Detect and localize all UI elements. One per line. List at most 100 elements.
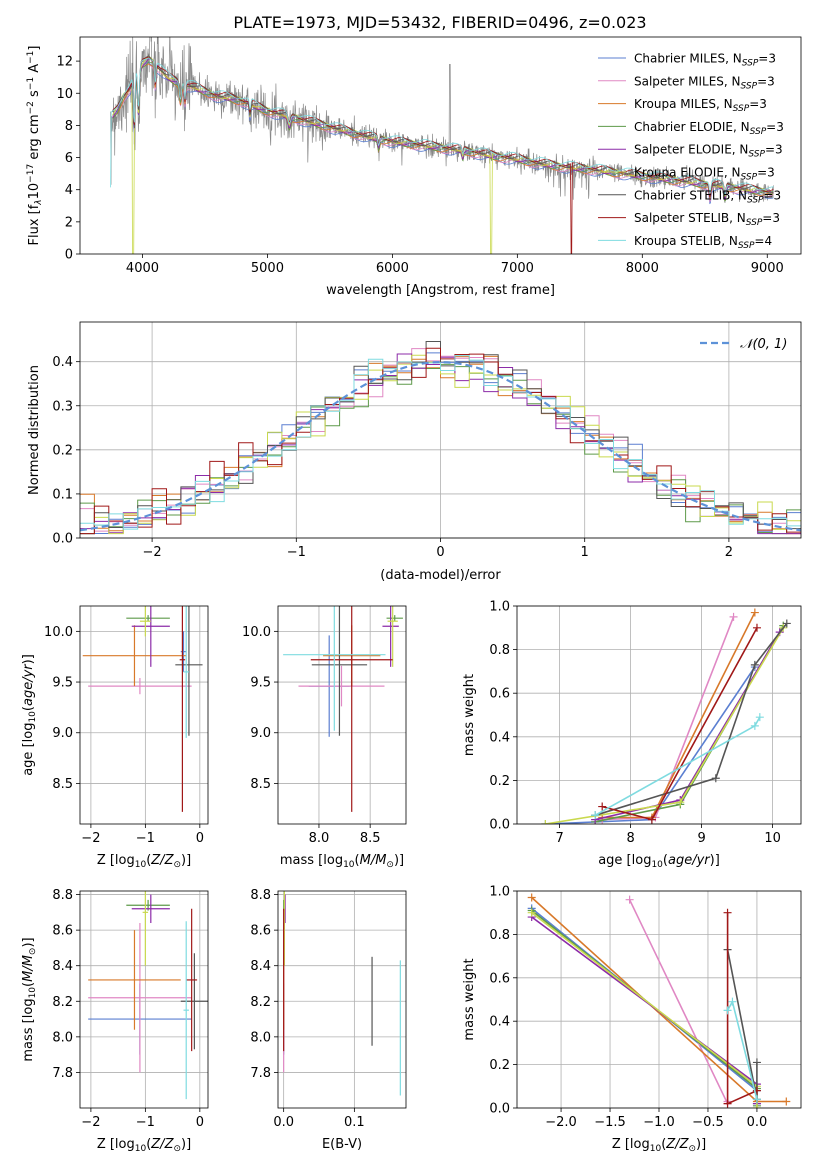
errorbar-salpeter-elodie [131,894,170,924]
mass_vs_Z-ylabel-part: )] [21,937,36,947]
age_vs_Z-xlabel-part: ( [146,853,151,868]
massweight_vs_age-xlabel-part: 10 [651,860,663,870]
age_vs_mass-ticks: 8.0 8.5 8.5 9.0 9.5 10.0 [242,625,380,846]
legend-label-kroupa-elodie-part: =3 [757,166,775,180]
legend-label-salpeter-stelib-part: Salpeter STELIB, N [634,211,746,225]
x-tick-label: −1 [136,1115,155,1130]
mass_vs_EBV-ticks: 0.0 0.1 7.8 8.0 8.2 8.4 8.6 8.8 [250,888,364,1130]
age_vs_Z-xlabel-part: ⊙ [173,860,181,870]
residuals-ticks: −2 −1 0 1 2 0.0 0.1 0.2 0.3 0.4 [52,355,733,560]
age_vs_mass-grid [278,606,406,824]
weight-marker-kroupa-stelib [591,811,600,820]
errorbar-salpeter-elodie [382,606,399,667]
y-tick-label: 4 [65,183,73,198]
x-tick-label: 0.0 [273,1115,294,1130]
y-tick-label: 8.4 [52,959,73,974]
legend-label-kroupa-stelib: Kroupa STELIB, NSSP=4 [634,234,772,251]
model-spectrum-kroupa-stelib [110,57,774,195]
y-tick-label: 7.8 [250,1066,271,1081]
weight-marker-chabrier-stelib [711,774,720,783]
x-tick-label: 8.0 [309,831,330,846]
legend-label-chabrier-miles-part: =3 [758,52,776,66]
weight-line-kroupa-stelib [726,999,758,1100]
y-tick-label: 0.3 [52,399,73,414]
age_vs_Z-ylabel-part: )] [21,654,36,664]
errorbar-salpeter-miles [88,923,192,1073]
weight-marker-kroupa-elodie [676,798,685,807]
residuals-xlabel: (data-model)/error [380,568,501,583]
weight-marker-kroupa-stelib [728,997,737,1006]
massweight_vs_Z-xlabel-part: Z [log [612,1137,650,1152]
mass_vs_Z-ylabel: mass [log10(M/M⊙)] [21,937,38,1061]
y-tick-label: 6 [65,151,73,166]
spectrum-ylabel-part: −1 [26,77,36,90]
x-tick-label: 7000 [501,261,534,276]
errorbar-chabrier-stelib [180,953,208,1050]
massweight_vs_age-plot [541,608,791,824]
legend-label-salpeter-elodie: Salpeter ELODIE, NSSP=3 [634,143,783,160]
errorbar-kroupa-elodie [139,606,151,637]
age_vs_mass-axes: 8.0 8.5 8.5 9.0 9.5 10.0 mass [log10(M/M⊙)] [242,605,407,870]
x-tick-label: 0 [196,831,204,846]
mass_vs_Z-ylabel-part: ⊙ [28,948,38,956]
age_vs_Z-plot [82,606,203,812]
weight-marker-kroupa-miles [782,1097,791,1106]
mass_vs_EBV-grid [278,891,406,1108]
weight-marker-kroupa-miles [750,608,759,617]
mass_vs_Z-xlabel-part: )] [181,1137,191,1152]
age_vs_mass-plot [283,606,403,812]
y-tick-label: 0.2 [489,1058,510,1073]
legend-label-salpeter-stelib-part: =3 [762,211,780,225]
age_vs_Z-frame [79,605,209,825]
x-tick-label: −1 [136,831,155,846]
y-tick-label: 8.0 [52,1030,73,1045]
errorbar-chabrier-stelib [311,606,368,736]
errorbar-salpeter-miles [88,677,192,695]
errorbar-salpeter-stelib [186,908,198,1052]
y-tick-label: 8.0 [250,1030,271,1045]
weight-marker-kroupa-stelib [723,1006,732,1015]
x-tick-label: 9 [697,831,705,846]
age_vs_Z-ylabel-part: ( [21,706,36,711]
y-tick-label: 8.6 [250,924,271,939]
y-tick-label: 0.4 [52,355,73,370]
errorbar-salpeter-stelib [310,606,393,812]
spectrum-ylabel-part: λ [34,199,44,205]
mass_vs_Z-axes: −2 −1 07.88.08.28.48.68.8Z [log10(Z/Z⊙)]ma… [21,888,209,1154]
errorbar-chabrier-elodie [126,615,170,622]
spectrum-plot [110,37,774,254]
legend-label-chabrier-elodie-part: Chabrier ELODIE, N [634,120,750,134]
age_vs_mass-xlabel-part: )] [394,853,404,868]
spectrum-axes: 4000 5000 6000 7000 8000 9000 0 2 4 6 8 10 12 wavelen… [26,36,802,298]
age_vs_mass-frame [277,605,407,825]
massweight_vs_age-xlabel-part: )] [710,853,720,868]
weight-marker-kroupa-miles [527,893,536,902]
figure-title: PLATE=1973, MJD=53432, FIBERID=0496, z=0… [233,13,646,32]
legend-label-chabrier-miles: Chabrier MILES, NSSP=3 [634,52,776,69]
y-tick-label: 0.6 [489,971,510,986]
weight-marker-salpeter-stelib [723,908,732,917]
y-tick-label: 2 [65,215,73,230]
weight-line-salpeter-elodie [531,916,758,1104]
x-tick-label: −2 [81,1115,100,1130]
spectrum-ylabel-part: 10 [27,183,42,200]
y-tick-label: 8.8 [250,888,271,903]
residuals-plot [80,341,801,535]
legend-label-salpeter-elodie-part: Salpeter ELODIE, N [634,143,748,157]
x-tick-label: 0.0 [747,1115,768,1130]
massweight_vs_Z-axes: −2.0 −1.5 −1.0 −0.5 0.0 0.0 0.2 0.4 0.6 0.8 1.0 Z [… [462,885,802,1154]
residuals-ylabel: Normed distribution [27,365,42,495]
errorbar-chabrier-elodie [386,615,403,622]
x-tick-label: 6000 [376,261,409,276]
weight-line-chabrier-stelib [594,622,788,817]
residual-hist-kroupa-stelib [80,355,801,530]
weight-marker-salpeter-stelib [598,802,607,811]
weight-marker-chabrier-stelib [752,1058,761,1067]
age_vs_mass-xlabel-part: mass [log [280,853,343,868]
weight-marker-salpeter-stelib [647,815,656,824]
y-tick-label: 0.8 [489,643,510,658]
mass_vs_Z-ylabel-part: M/M [21,955,36,982]
legend-label-chabrier-elodie: Chabrier ELODIE, NSSP=3 [634,120,784,137]
